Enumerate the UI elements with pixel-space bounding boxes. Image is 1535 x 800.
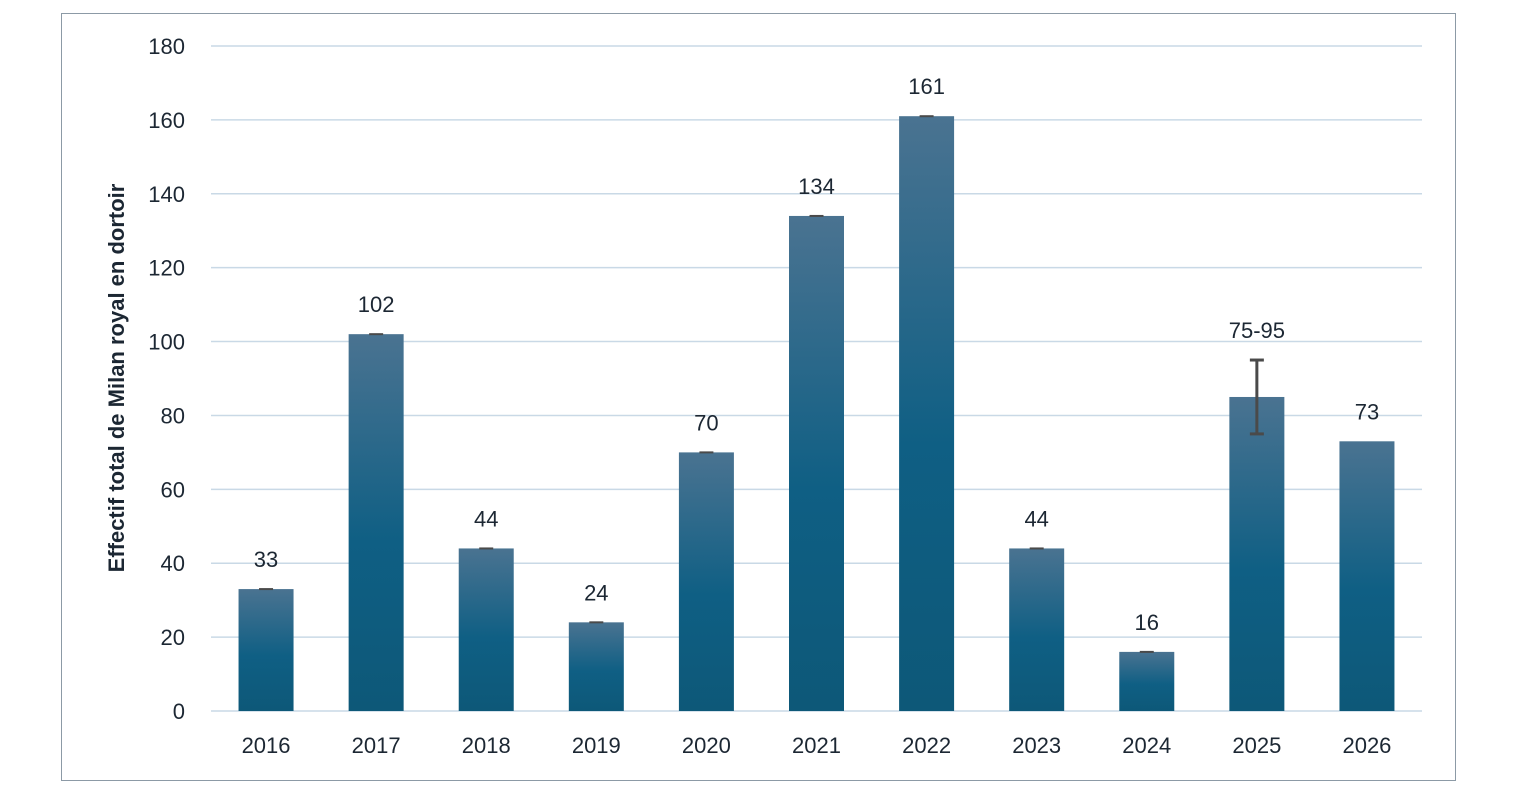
data-label-2022: 161 xyxy=(908,74,945,99)
data-label-2025: 75-95 xyxy=(1229,318,1285,343)
data-label-2017: 102 xyxy=(358,292,395,317)
data-label-2026: 73 xyxy=(1355,399,1379,424)
y-tick-label: 40 xyxy=(161,551,185,576)
bar-2023 xyxy=(1009,548,1065,711)
data-label-2021: 134 xyxy=(798,174,835,199)
data-label-2023: 44 xyxy=(1024,506,1048,531)
bar-2020 xyxy=(678,452,734,711)
y-tick-label: 20 xyxy=(161,625,185,650)
data-label-2020: 70 xyxy=(694,410,718,435)
x-tick-label: 2022 xyxy=(902,733,951,758)
x-axis-ticks: 2016 2017 2018 2019 2020 2021 2022 2023 2024 2025… xyxy=(242,733,1392,758)
bar-2017 xyxy=(348,334,404,711)
data-label-2019: 24 xyxy=(584,580,608,605)
x-tick-label: 2023 xyxy=(1012,733,1061,758)
y-tick-label: 140 xyxy=(148,182,185,207)
x-tick-label: 2026 xyxy=(1342,733,1391,758)
x-tick-label: 2019 xyxy=(572,733,621,758)
bar-2016 xyxy=(238,589,294,711)
y-tick-label: 120 xyxy=(148,256,185,281)
data-label-2018: 44 xyxy=(474,506,498,531)
gridlines xyxy=(211,45,1422,712)
x-tick-label: 2024 xyxy=(1122,733,1171,758)
data-labels: 33 102 44 24 70 134 161 44 16 75-95 73 xyxy=(254,74,1379,635)
data-label-2016: 33 xyxy=(254,547,278,572)
y-tick-label: 160 xyxy=(148,108,185,133)
bar-2022 xyxy=(899,116,955,711)
y-tick-label: 60 xyxy=(161,477,185,502)
bar-2024 xyxy=(1119,651,1175,711)
data-label-2024: 16 xyxy=(1135,610,1159,635)
y-tick-label: 80 xyxy=(161,403,185,428)
x-tick-label: 2020 xyxy=(682,733,731,758)
y-axis-ticks: 0 20 40 60 80 100 120 140 160 180 xyxy=(148,34,185,724)
x-tick-label: 2025 xyxy=(1232,733,1281,758)
x-tick-label: 2021 xyxy=(792,733,841,758)
error-bars xyxy=(259,115,1264,653)
bar-2019 xyxy=(568,622,624,711)
x-tick-label: 2017 xyxy=(352,733,401,758)
bar-2026 xyxy=(1339,441,1395,711)
bar-2018 xyxy=(458,548,514,711)
y-tick-label: 0 xyxy=(173,699,185,724)
bar-2025 xyxy=(1229,396,1285,711)
bars xyxy=(238,116,1395,711)
x-tick-label: 2018 xyxy=(462,733,511,758)
x-tick-label: 2016 xyxy=(242,733,291,758)
y-tick-label: 100 xyxy=(148,330,185,355)
bar-2021 xyxy=(789,215,844,711)
y-axis-title: Effectif total de Milan royal en dortoir xyxy=(104,183,129,572)
y-tick-label: 180 xyxy=(148,34,185,59)
